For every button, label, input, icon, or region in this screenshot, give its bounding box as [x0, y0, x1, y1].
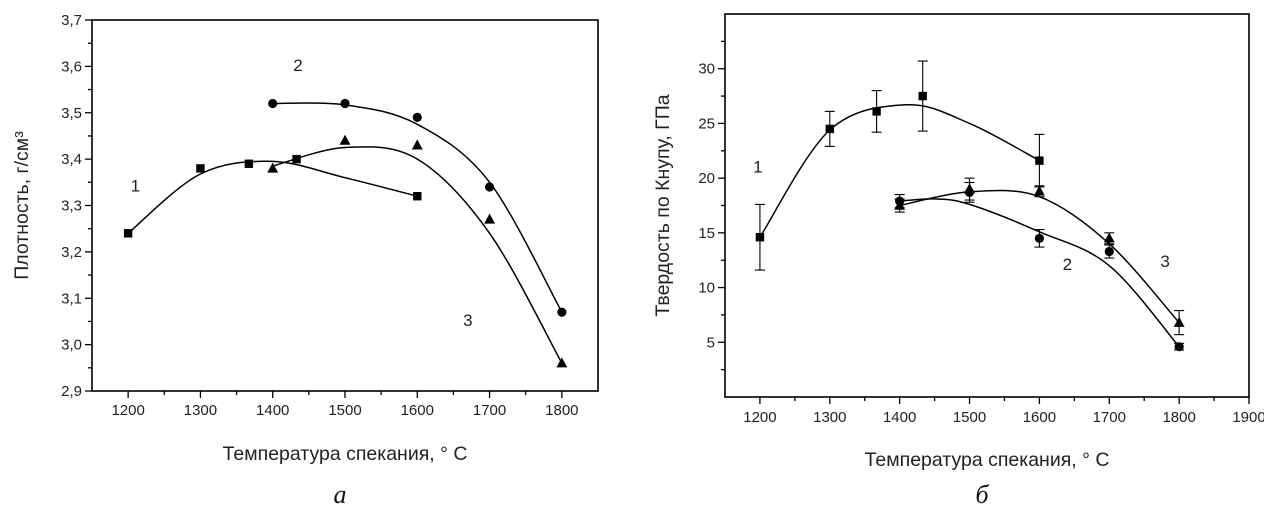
panel-a-density-chart: 1200 1300 1400 1500 1600 1700 1800 2,9 3,0 3,1 3,2…: [11, 12, 599, 509]
data-point-square: [755, 233, 765, 242]
data-point-circle: [1104, 246, 1114, 257]
y-tick-label: 3,5: [61, 105, 82, 122]
y-tick-label: 3,7: [61, 12, 82, 29]
x-tick-label: 1500: [953, 409, 986, 426]
series-2-curve: [272, 102, 563, 313]
y-tick-label: 10: [698, 280, 715, 297]
y-tick-label: 30: [698, 61, 715, 78]
plot-frame: [91, 19, 599, 392]
series-3: 3: [894, 177, 1185, 336]
y-tick-label: 3,4: [61, 151, 82, 168]
series-2: 2: [268, 56, 567, 317]
series-2: 2: [894, 181, 1185, 352]
y-tick-label: 15: [698, 225, 715, 242]
y-axis-title: Плотность, г/см³: [11, 131, 33, 280]
series-2-label: 2: [1063, 255, 1072, 274]
data-point-circle: [1034, 233, 1044, 243]
data-point-circle: [340, 98, 350, 109]
data-point-triangle: [964, 183, 975, 194]
y-axis-title: Твердость по Кнупу, ГПа: [652, 94, 674, 316]
series-3-label: 3: [1160, 252, 1169, 271]
data-point-triangle: [1033, 185, 1045, 196]
data-point-square: [244, 159, 254, 168]
data-point-triangle: [1103, 232, 1115, 243]
y-tick-label: 2,9: [61, 383, 82, 400]
series-3-curve: [899, 189, 1180, 324]
series-1-curve: [759, 104, 1040, 238]
data-point-triangle: [267, 162, 279, 173]
data-point-triangle: [484, 213, 496, 224]
x-tick-label: 1600: [401, 402, 434, 419]
x-axis-title: Температура спекания, ° С: [865, 449, 1110, 471]
x-tick-label: 1800: [1162, 409, 1195, 426]
series-3-label: 3: [463, 311, 472, 330]
x-tick-label: 1900: [1232, 409, 1264, 426]
data-point-triangle: [556, 357, 568, 368]
data-point-square: [123, 229, 133, 238]
panel-label: а: [334, 480, 347, 509]
data-point-square: [1035, 156, 1044, 165]
data-point-triangle: [1173, 316, 1185, 327]
y-tick-label: 3,1: [61, 290, 82, 307]
y-tick-label: 3,3: [61, 198, 82, 215]
data-point-circle: [412, 112, 422, 122]
panel-b-hardness-chart: 1200 1300 1400 1500 1600 1700 1800 1900 5 10 15 20 2…: [652, 13, 1264, 509]
data-point-square: [413, 192, 422, 201]
x-tick-label: 1200: [111, 402, 144, 419]
x-tick-label: 1800: [545, 402, 578, 419]
x-tick-label: 1300: [184, 402, 217, 419]
data-point-circle: [484, 182, 495, 192]
series-1-curve: [127, 160, 418, 234]
series-3: 3: [267, 134, 568, 368]
data-point-square: [825, 124, 834, 134]
data-point-circle: [557, 307, 567, 317]
x-tick-label: 1700: [473, 402, 506, 419]
data-point-square: [196, 164, 205, 173]
y-tick-label: 3,2: [61, 244, 82, 261]
x-tick-label: 1400: [256, 402, 289, 419]
data-point-triangle: [894, 199, 906, 210]
plot-frame: [724, 13, 1250, 398]
y-tick-label: 5: [707, 334, 715, 351]
data-point-square: [918, 91, 927, 101]
series-2-curve: [899, 198, 1180, 348]
series-3-curve: [272, 146, 563, 364]
x-tick-label: 1400: [883, 409, 916, 426]
series-1-label: 1: [753, 158, 762, 177]
data-point-square: [872, 107, 881, 116]
x-tick-label: 1500: [328, 402, 361, 419]
x-tick-label: 1700: [1093, 409, 1126, 426]
data-point-circle: [268, 98, 278, 109]
x-axis-title: Температура спекания, ° С: [223, 443, 468, 465]
x-tick-label: 1600: [1023, 409, 1056, 426]
data-point-triangle: [339, 134, 351, 145]
data-point-triangle: [411, 139, 423, 150]
y-tick-label: 20: [698, 170, 715, 187]
x-tick-label: 1200: [743, 409, 776, 426]
y-tick-label: 25: [698, 115, 715, 132]
series-1: 1: [753, 60, 1045, 271]
data-point-circle: [1174, 342, 1184, 352]
x-tick-label: 1300: [813, 409, 846, 426]
panel-label: б: [975, 480, 989, 509]
series-2-label: 2: [293, 56, 302, 75]
y-tick-label: 3,6: [61, 58, 82, 75]
series-1-label: 1: [131, 177, 140, 196]
y-tick-label: 3,0: [61, 337, 82, 354]
